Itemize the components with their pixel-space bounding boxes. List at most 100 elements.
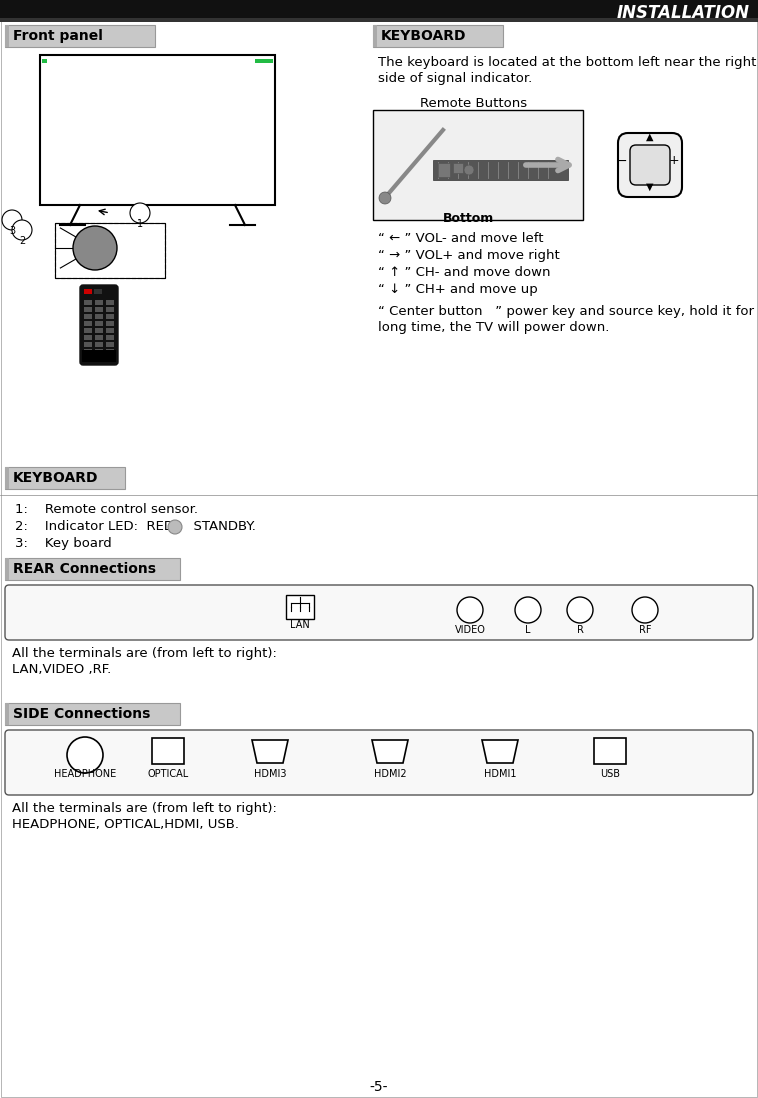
Bar bbox=[433, 160, 568, 180]
Bar bbox=[255, 59, 273, 63]
Bar bbox=[438, 163, 450, 177]
Text: VIDEO: VIDEO bbox=[455, 625, 485, 635]
Bar bbox=[5, 25, 9, 47]
Bar bbox=[95, 300, 103, 305]
Polygon shape bbox=[482, 740, 518, 763]
Text: HDMI2: HDMI2 bbox=[374, 769, 406, 778]
Bar bbox=[84, 307, 92, 312]
Bar bbox=[5, 703, 180, 725]
Bar bbox=[84, 341, 92, 347]
Bar bbox=[40, 55, 275, 205]
Circle shape bbox=[67, 737, 103, 773]
Text: 2:    Indicator LED:  RED: 2: Indicator LED: RED bbox=[15, 520, 178, 533]
Bar bbox=[95, 314, 103, 320]
Text: Front panel: Front panel bbox=[13, 29, 103, 43]
Bar bbox=[5, 703, 9, 725]
Bar bbox=[84, 328, 92, 333]
Text: “ ↑ ” CH- and move down: “ ↑ ” CH- and move down bbox=[378, 266, 550, 279]
Text: “ ← ” VOL- and move left: “ ← ” VOL- and move left bbox=[378, 232, 543, 245]
Text: L: L bbox=[525, 625, 531, 635]
Circle shape bbox=[464, 165, 474, 175]
Text: ▼: ▼ bbox=[647, 182, 653, 192]
Bar bbox=[5, 558, 180, 580]
Text: LAN,VIDEO ,RF.: LAN,VIDEO ,RF. bbox=[12, 663, 111, 676]
Bar bbox=[5, 558, 9, 580]
Bar bbox=[55, 223, 165, 278]
Text: HDMI3: HDMI3 bbox=[254, 769, 287, 778]
Circle shape bbox=[379, 192, 391, 204]
Bar bbox=[453, 163, 463, 173]
Bar bbox=[106, 321, 114, 326]
FancyBboxPatch shape bbox=[5, 585, 753, 640]
Text: The keyboard is located at the bottom left near the right: The keyboard is located at the bottom le… bbox=[378, 56, 756, 69]
Text: -5-: -5- bbox=[370, 1080, 388, 1094]
Bar bbox=[84, 321, 92, 326]
Text: HEADPHONE, OPTICAL,HDMI, USB.: HEADPHONE, OPTICAL,HDMI, USB. bbox=[12, 818, 239, 831]
Text: “ ↓ ” CH+ and move up: “ ↓ ” CH+ and move up bbox=[378, 283, 537, 296]
Circle shape bbox=[168, 520, 182, 534]
Bar bbox=[95, 328, 103, 333]
Bar bbox=[95, 321, 103, 326]
Text: OPTICAL: OPTICAL bbox=[147, 769, 189, 778]
Bar bbox=[106, 335, 114, 340]
Bar bbox=[594, 738, 626, 764]
Bar bbox=[373, 25, 503, 47]
Text: HDMI1: HDMI1 bbox=[484, 769, 516, 778]
Circle shape bbox=[12, 220, 32, 240]
Circle shape bbox=[515, 597, 541, 623]
Text: STANDBY.: STANDBY. bbox=[185, 520, 256, 533]
Bar bbox=[42, 59, 47, 63]
Bar bbox=[94, 289, 102, 294]
Bar bbox=[106, 341, 114, 347]
Bar bbox=[5, 467, 125, 489]
Bar bbox=[106, 328, 114, 333]
Text: INSTALLATION: INSTALLATION bbox=[617, 4, 750, 22]
Bar bbox=[373, 110, 583, 220]
Text: All the terminals are (from left to right):: All the terminals are (from left to righ… bbox=[12, 647, 277, 660]
Polygon shape bbox=[372, 740, 408, 763]
FancyBboxPatch shape bbox=[80, 285, 118, 365]
Circle shape bbox=[73, 226, 117, 270]
Text: KEYBOARD: KEYBOARD bbox=[13, 471, 99, 485]
Circle shape bbox=[457, 597, 483, 623]
Bar bbox=[84, 349, 92, 354]
Text: USB: USB bbox=[600, 769, 620, 778]
Circle shape bbox=[632, 597, 658, 623]
Bar bbox=[95, 349, 103, 354]
Text: “ Center button   ” power key and source key, hold it for a: “ Center button ” power key and source k… bbox=[378, 305, 758, 318]
Bar bbox=[95, 341, 103, 347]
Text: REAR Connections: REAR Connections bbox=[13, 562, 156, 576]
Text: All the terminals are (from left to right):: All the terminals are (from left to righ… bbox=[12, 802, 277, 815]
Circle shape bbox=[2, 210, 22, 229]
Polygon shape bbox=[252, 740, 288, 763]
Text: “ → ” VOL+ and move right: “ → ” VOL+ and move right bbox=[378, 249, 559, 262]
Text: 1:    Remote control sensor.: 1: Remote control sensor. bbox=[15, 503, 198, 516]
Text: +: + bbox=[669, 155, 679, 168]
Text: RF: RF bbox=[639, 625, 651, 635]
FancyBboxPatch shape bbox=[5, 730, 753, 795]
Text: SIDE Connections: SIDE Connections bbox=[13, 707, 150, 721]
Text: ▲: ▲ bbox=[647, 132, 653, 142]
FancyBboxPatch shape bbox=[630, 145, 670, 184]
Bar bbox=[84, 335, 92, 340]
Circle shape bbox=[130, 203, 150, 223]
Circle shape bbox=[567, 597, 593, 623]
Bar bbox=[106, 314, 114, 320]
Text: −: − bbox=[617, 155, 628, 168]
Text: side of signal indicator.: side of signal indicator. bbox=[378, 72, 532, 85]
Text: LAN: LAN bbox=[290, 620, 310, 630]
Bar bbox=[95, 307, 103, 312]
Bar bbox=[84, 314, 92, 320]
Bar bbox=[106, 349, 114, 354]
Bar bbox=[95, 335, 103, 340]
Bar bbox=[82, 350, 116, 362]
Text: Remote Buttons: Remote Buttons bbox=[420, 97, 527, 110]
Bar bbox=[286, 595, 314, 619]
Text: R: R bbox=[577, 625, 584, 635]
Bar bbox=[84, 300, 92, 305]
Text: 3:    Key board: 3: Key board bbox=[15, 537, 111, 550]
Bar bbox=[373, 25, 377, 47]
Bar bbox=[0, 0, 758, 18]
Bar bbox=[0, 18, 758, 22]
Text: HEADPHONE: HEADPHONE bbox=[54, 769, 116, 778]
